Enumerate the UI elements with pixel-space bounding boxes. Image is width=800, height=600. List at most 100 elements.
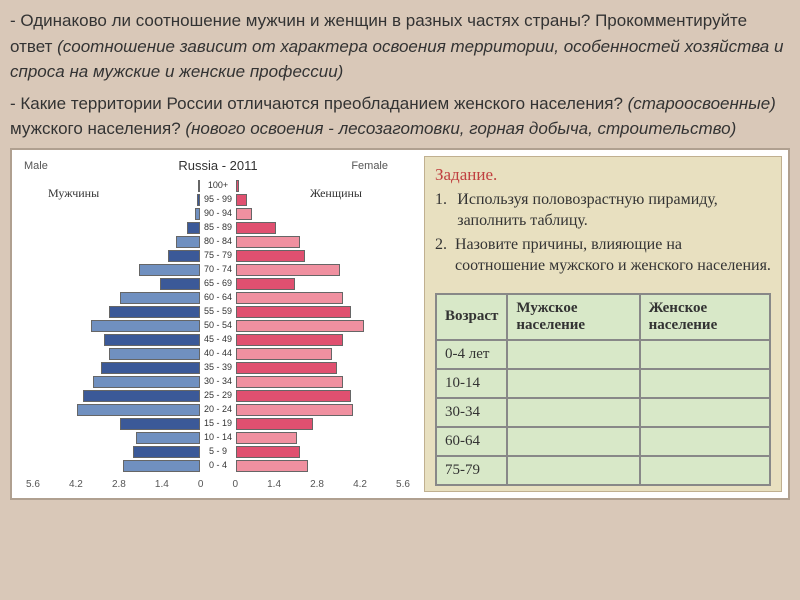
female-cell: [640, 427, 770, 456]
bar-female: [236, 390, 351, 402]
bar-female: [236, 278, 295, 290]
q2-comment1: (староосвоенные): [628, 94, 776, 113]
x-axis: 5.64.22.81.4001.42.84.25.6: [18, 479, 418, 490]
age-cell: 0-4 лет: [436, 340, 507, 369]
age-label: 0 - 4: [200, 460, 236, 470]
age-label: 60 - 64: [200, 292, 236, 302]
task-text: Назовите причины, влияющие на соотношени…: [455, 234, 771, 277]
table-row: 75-79: [436, 456, 770, 485]
bar-female: [236, 250, 305, 262]
pyramid-row: 50 - 54: [18, 320, 418, 333]
pyramid-row: 10 - 14: [18, 432, 418, 445]
age-label: 100+: [200, 180, 236, 190]
male-cell: [507, 456, 639, 485]
table-header: Женское население: [640, 294, 770, 340]
bar-female: [236, 264, 340, 276]
bar-male: [123, 460, 200, 472]
age-label: 40 - 44: [200, 348, 236, 358]
task-text: Используя половозрастную пирамиду, запол…: [457, 189, 771, 232]
question-1: - Одинаково ли соотношение мужчин и женщ…: [10, 8, 790, 85]
q2-comment2: (нового освоения - лесозаготовки, горная…: [185, 119, 736, 138]
pyramid-row: 80 - 84: [18, 236, 418, 249]
x-tick: 1.4: [267, 479, 281, 490]
answer-table: ВозрастМужское населениеЖенское населени…: [435, 293, 771, 486]
bar-female: [236, 376, 343, 388]
bar-male: [93, 376, 200, 388]
pyramid-row: 90 - 94: [18, 208, 418, 221]
q2-text: - Какие территории России отличаются пре…: [10, 94, 628, 113]
bar-male: [91, 320, 200, 332]
male-cell: [507, 427, 639, 456]
bar-male: [83, 390, 200, 402]
female-cell: [640, 340, 770, 369]
female-cell: [640, 398, 770, 427]
task-title: Задание.: [435, 165, 771, 185]
age-label: 80 - 84: [200, 236, 236, 246]
bar-male: [77, 404, 200, 416]
pyramid-row: 0 - 4: [18, 460, 418, 473]
bar-female: [236, 404, 353, 416]
bar-male: [109, 348, 200, 360]
task-item: 2.Назовите причины, влияющие на соотноше…: [435, 234, 771, 277]
age-label: 35 - 39: [200, 362, 236, 372]
table-row: 10-14: [436, 369, 770, 398]
age-label: 85 - 89: [200, 222, 236, 232]
pyramid-row: 60 - 64: [18, 292, 418, 305]
task-number: 2.: [435, 234, 447, 277]
table-row: 0-4 лет: [436, 340, 770, 369]
pyramid-row: 65 - 69: [18, 278, 418, 291]
age-label: 75 - 79: [200, 250, 236, 260]
female-cell: [640, 456, 770, 485]
table-header: Возраст: [436, 294, 507, 340]
pyramid-row: 95 - 99: [18, 194, 418, 207]
label-male-en: Male: [24, 160, 48, 172]
male-cell: [507, 340, 639, 369]
x-tick: 2.8: [310, 479, 324, 490]
pyramid-row: 20 - 24: [18, 404, 418, 417]
pyramid-row: 100+: [18, 180, 418, 193]
q1-comment: (соотношение зависит от характера освоен…: [10, 37, 783, 82]
female-cell: [640, 369, 770, 398]
bar-female: [236, 334, 343, 346]
bar-male: [139, 264, 200, 276]
bar-male: [160, 278, 200, 290]
pyramid-row: 35 - 39: [18, 362, 418, 375]
age-label: 5 - 9: [200, 446, 236, 456]
male-cell: [507, 398, 639, 427]
male-cell: [507, 369, 639, 398]
bar-female: [236, 222, 276, 234]
pyramid-row: 45 - 49: [18, 334, 418, 347]
pyramid-row: 75 - 79: [18, 250, 418, 263]
bar-female: [236, 208, 252, 220]
x-tick: 5.6: [396, 479, 410, 490]
bar-male: [109, 306, 200, 318]
bar-male: [133, 446, 200, 458]
bar-male: [136, 432, 200, 444]
pyramid-row: 25 - 29: [18, 390, 418, 403]
task-item: 1.Используя половозрастную пирамиду, зап…: [435, 189, 771, 232]
x-tick: 5.6: [26, 479, 40, 490]
age-cell: 30-34: [436, 398, 507, 427]
bar-female: [236, 306, 351, 318]
content-box: Male Russia - 2011 Female Мужчины Женщин…: [10, 148, 790, 500]
bar-female: [236, 236, 300, 248]
age-label: 50 - 54: [200, 320, 236, 330]
age-label: 45 - 49: [200, 334, 236, 344]
table-header: Мужское население: [507, 294, 639, 340]
age-label: 95 - 99: [200, 194, 236, 204]
task-panel: Задание. 1.Используя половозрастную пира…: [424, 156, 782, 492]
bar-male: [176, 236, 200, 248]
age-cell: 10-14: [436, 369, 507, 398]
x-tick: 1.4: [155, 479, 169, 490]
bar-male: [120, 292, 200, 304]
bar-female: [236, 418, 313, 430]
bar-male: [120, 418, 200, 430]
task-number: 1.: [435, 189, 449, 232]
bar-female: [236, 320, 364, 332]
bar-female: [236, 180, 239, 192]
bar-female: [236, 194, 247, 206]
age-label: 25 - 29: [200, 390, 236, 400]
chart-title: Russia - 2011: [178, 158, 257, 173]
question-2: - Какие территории России отличаются пре…: [10, 91, 790, 142]
population-pyramid: Male Russia - 2011 Female Мужчины Женщин…: [18, 156, 418, 492]
